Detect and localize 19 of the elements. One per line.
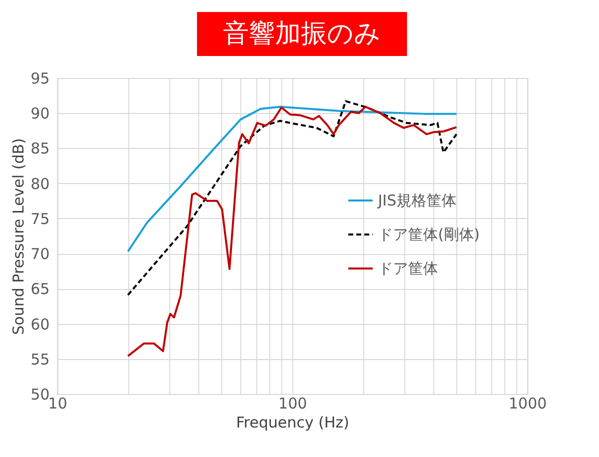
- y-tick-label: 80: [30, 174, 50, 193]
- y-tick-label: 90: [30, 104, 50, 123]
- legend-label: ドア筐体: [378, 260, 438, 278]
- x-axis-title: Frequency (Hz): [236, 414, 350, 432]
- x-tick-label: 1000: [508, 394, 547, 412]
- y-tick-label: 70: [30, 245, 50, 264]
- x-tick-label: 10: [48, 394, 68, 412]
- chart-title: 音響加振のみ: [223, 19, 381, 49]
- legend-label: ドア筐体(剛体): [378, 226, 480, 244]
- y-tick-label: 60: [30, 315, 50, 334]
- y-tick-label: 65: [30, 280, 50, 298]
- x-tick-label: 100: [278, 394, 308, 412]
- y-tick-label: 75: [30, 210, 50, 228]
- y-tick-label: 95: [30, 70, 50, 88]
- y-axis-title: Sound Pressure Level (dB): [10, 138, 28, 335]
- y-tick-label: 55: [30, 350, 50, 368]
- y-tick-label: 50: [30, 386, 50, 404]
- y-tick-label: 85: [30, 140, 50, 158]
- legend-label: JIS規格筐体: [377, 192, 456, 210]
